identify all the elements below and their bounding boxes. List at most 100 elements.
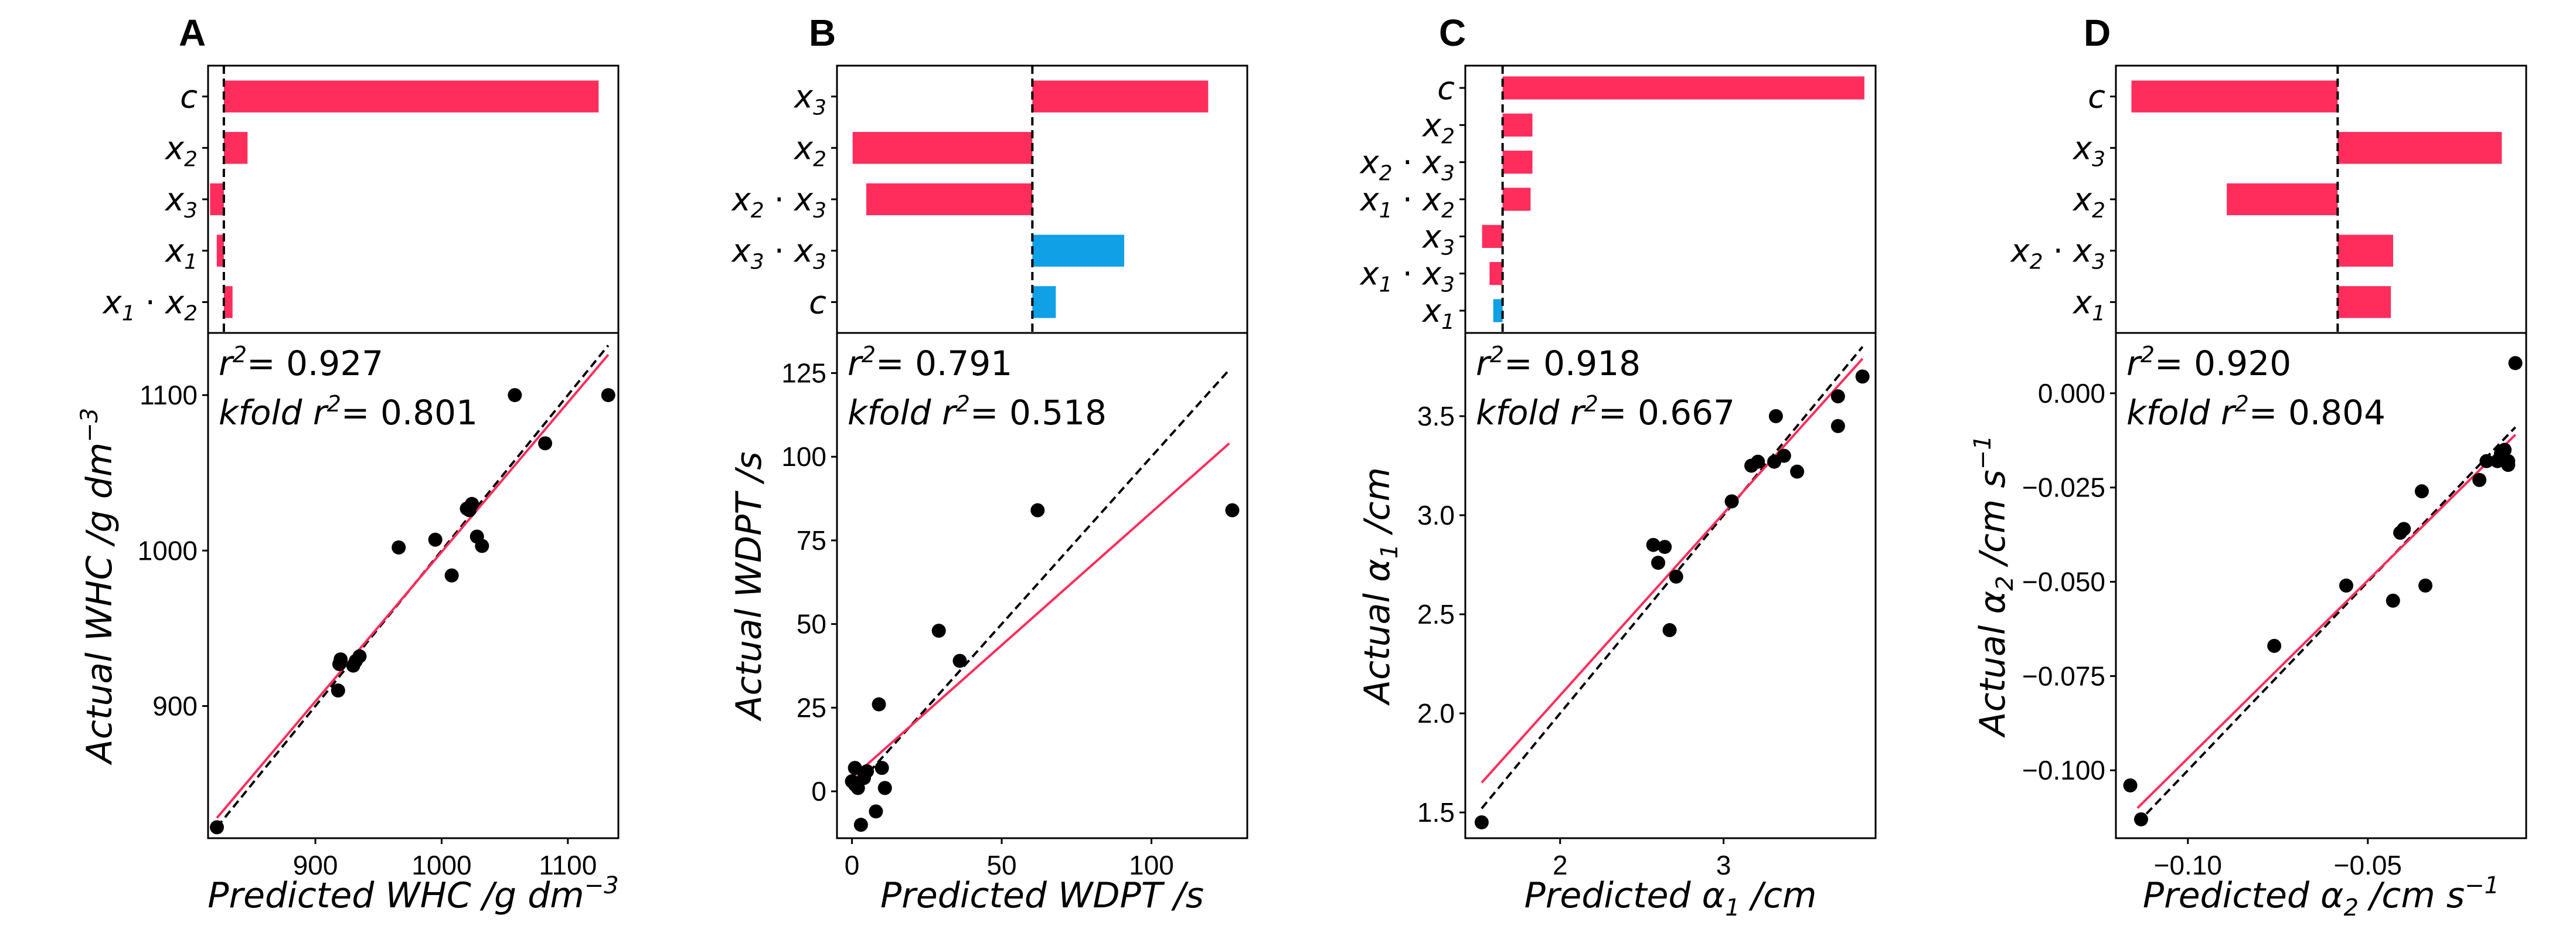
r2-annotation: r2= 0.920: [2126, 342, 2291, 383]
term-label: c: [180, 79, 198, 115]
y-axis-label: Actual α2 /cm s−1: [1969, 435, 2019, 738]
y-tick-label: 1.5: [1417, 797, 1455, 828]
panel-a: Ac x2 x3 x1 x1 · x2 900 1000 1100 900 1000 1100 r2=…: [76, 12, 620, 916]
panel-label: A: [179, 12, 206, 54]
y-axis-label: Actual WDPT /s: [729, 451, 770, 722]
x-axis-label: Predicted WDPT /s: [880, 875, 1204, 916]
coef-bar: [223, 286, 233, 318]
data-point: [392, 540, 406, 555]
data-point: [465, 496, 479, 511]
kfold-r2-annotation: kfold r2= 0.804: [2126, 391, 2386, 433]
data-point: [952, 654, 967, 668]
panel-label: D: [2084, 12, 2111, 54]
panel-b: Bx3 x2 x2 · x3 x3 · x3 c 0 50 100 0 25 50 75 100 125 r…: [729, 12, 1248, 916]
data-point: [1474, 815, 1489, 829]
term-label: x1 · x2: [1359, 181, 1455, 223]
data-point: [475, 539, 489, 553]
scatter-frame: [207, 332, 620, 839]
term-label: x2: [164, 130, 198, 171]
data-point: [1724, 494, 1739, 509]
data-point: [1646, 537, 1660, 552]
term-label: x3: [1421, 218, 1455, 260]
term-label: c: [2088, 79, 2105, 115]
term-label: x2: [2072, 181, 2105, 223]
data-point: [1855, 369, 1870, 384]
data-point: [1790, 464, 1805, 479]
y-axis-label: Actual WHC /g dm−3: [76, 408, 120, 766]
y-tick-label: 2.5: [1417, 599, 1455, 630]
coef-bar: [2337, 234, 2393, 267]
x-axis-label: Predicted α1 /cm: [1524, 875, 1817, 921]
term-label: x3 · x3: [731, 233, 826, 274]
scatter-frame: [836, 332, 1248, 839]
data-point: [2397, 522, 2411, 536]
data-point: [2339, 579, 2353, 593]
y-tick-label: 75: [797, 525, 826, 556]
data-point: [1658, 540, 1672, 554]
data-point: [2479, 454, 2494, 468]
identity-line: [2136, 426, 2517, 824]
data-point: [1030, 503, 1045, 518]
y-tick-label: 100: [781, 441, 826, 472]
data-point: [538, 436, 553, 451]
kfold-r2-annotation: kfold r2= 0.667: [1476, 391, 1735, 433]
coef-bar: [1502, 151, 1533, 174]
x-axis-label: Predicted α2 /cm s−1: [2143, 872, 2499, 921]
data-point: [874, 761, 889, 775]
term-label: c: [1437, 70, 1455, 107]
data-point: [1225, 503, 1240, 518]
panel-label: B: [809, 12, 836, 54]
x-tick-label: 1000: [411, 850, 471, 880]
data-point: [2133, 812, 2148, 826]
data-point: [444, 568, 459, 583]
scatter-frame: [1464, 332, 1877, 839]
term-label: x3: [793, 79, 826, 120]
data-point: [2472, 472, 2487, 487]
fit-line: [216, 353, 610, 819]
r2-annotation: r2= 0.918: [1476, 342, 1641, 383]
y-tick-label: 2.0: [1417, 698, 1455, 729]
coef-bar: [1032, 286, 1056, 318]
term-label: x1 · x2: [102, 284, 198, 325]
data-point: [2267, 638, 2282, 653]
x-tick-label: −0.10: [2154, 850, 2222, 880]
y-tick-label: 125: [781, 358, 826, 389]
data-point: [853, 818, 868, 832]
coef-bar: [1502, 188, 1531, 211]
data-point: [1768, 409, 1783, 423]
coef-bar: [1489, 262, 1503, 285]
x-tick-label: 3: [1716, 850, 1731, 880]
data-point: [848, 761, 862, 775]
y-tick-label: 50: [797, 609, 826, 639]
coef-bar: [2131, 80, 2338, 113]
coef-bar: [1493, 299, 1503, 322]
data-point: [1777, 448, 1791, 463]
coef-bar: [1032, 80, 1209, 113]
y-tick-label: 900: [152, 691, 198, 722]
fit-line: [2136, 434, 2516, 809]
data-point: [1651, 556, 1666, 570]
y-tick-label: 3.5: [1417, 401, 1455, 431]
data-point: [428, 532, 443, 547]
coef-bar-chart: c x2 x3 x1 x1 · x2: [102, 64, 620, 334]
term-label: x1 · x3: [1359, 256, 1455, 297]
x-tick-label: 2: [1553, 850, 1568, 880]
coef-bar: [1032, 234, 1124, 267]
data-point: [931, 624, 946, 638]
term-label: x2: [1421, 107, 1455, 148]
data-point: [352, 649, 367, 664]
fit-line: [851, 442, 1230, 779]
data-point: [2497, 443, 2512, 457]
data-point: [508, 388, 522, 403]
y-tick-label: 1000: [138, 535, 198, 566]
coef-bar: [2337, 286, 2391, 318]
coef-bar: [223, 80, 599, 113]
coef-bar: [216, 234, 224, 267]
data-point: [2508, 356, 2523, 370]
coef-bar: [1482, 224, 1503, 248]
term-label: x1: [1421, 292, 1455, 334]
y-tick-label: −0.100: [2022, 755, 2105, 785]
